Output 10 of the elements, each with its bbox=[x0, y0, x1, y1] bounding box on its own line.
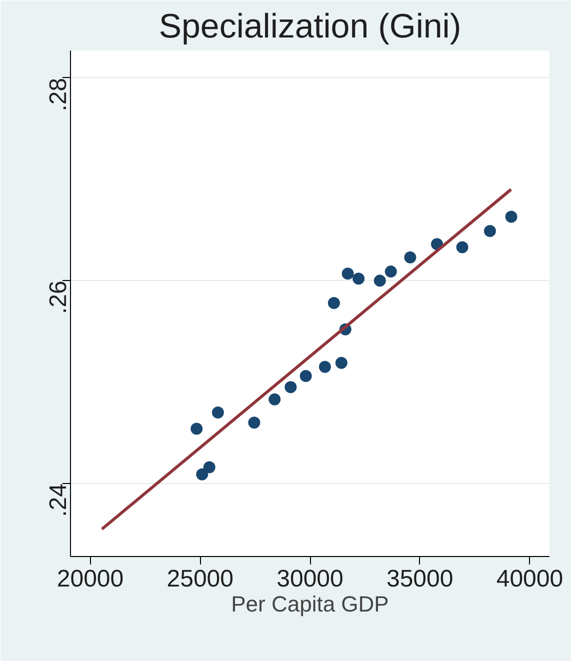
x-tick-label: 20000 bbox=[56, 566, 124, 592]
x-tick-label: 30000 bbox=[276, 566, 344, 592]
chart-title: Specialization (Gini) bbox=[158, 8, 462, 46]
y-tick-label: .26 bbox=[45, 280, 72, 314]
x-tick-label: 25000 bbox=[166, 566, 234, 592]
x-tick-label: 40000 bbox=[496, 566, 564, 592]
x-axis-title: Per Capita GDP bbox=[231, 592, 389, 616]
y-tick-label: .24 bbox=[45, 483, 72, 517]
x-tick-label: 35000 bbox=[386, 566, 454, 592]
y-tick-label: .28 bbox=[45, 78, 72, 112]
